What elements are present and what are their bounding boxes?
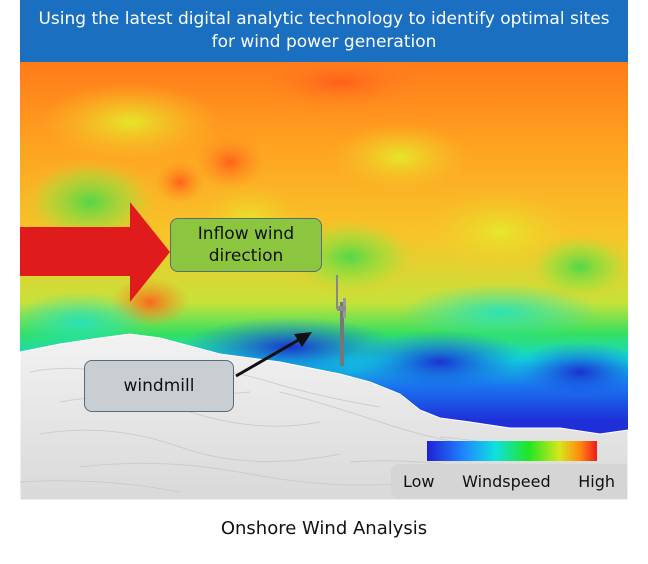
windspeed-legend: Low Windspeed High <box>391 464 627 498</box>
legend-low-label: Low <box>403 471 435 491</box>
header-title: Using the latest digital analytic techno… <box>38 9 610 52</box>
legend-high-label: High <box>578 471 615 491</box>
figure-caption: Onshore Wind Analysis <box>220 518 428 539</box>
header-banner: Using the latest digital analytic techno… <box>20 0 628 62</box>
windmill-callout: windmill <box>84 360 234 412</box>
inflow-direction-callout: Inflow wind direction <box>170 218 322 272</box>
inflow-wind-arrow <box>20 202 170 302</box>
wind-field-svg <box>20 62 628 500</box>
inflow-direction-label: Inflow wind direction <box>197 224 295 266</box>
wind-simulation-figure <box>20 62 628 500</box>
windmill-pointer-arrow <box>235 332 312 378</box>
windspeed-color-scale <box>427 441 597 461</box>
legend-title: Windspeed <box>462 471 551 491</box>
windmill-label: windmill <box>123 376 195 396</box>
wind-turbine-icon <box>336 275 346 366</box>
